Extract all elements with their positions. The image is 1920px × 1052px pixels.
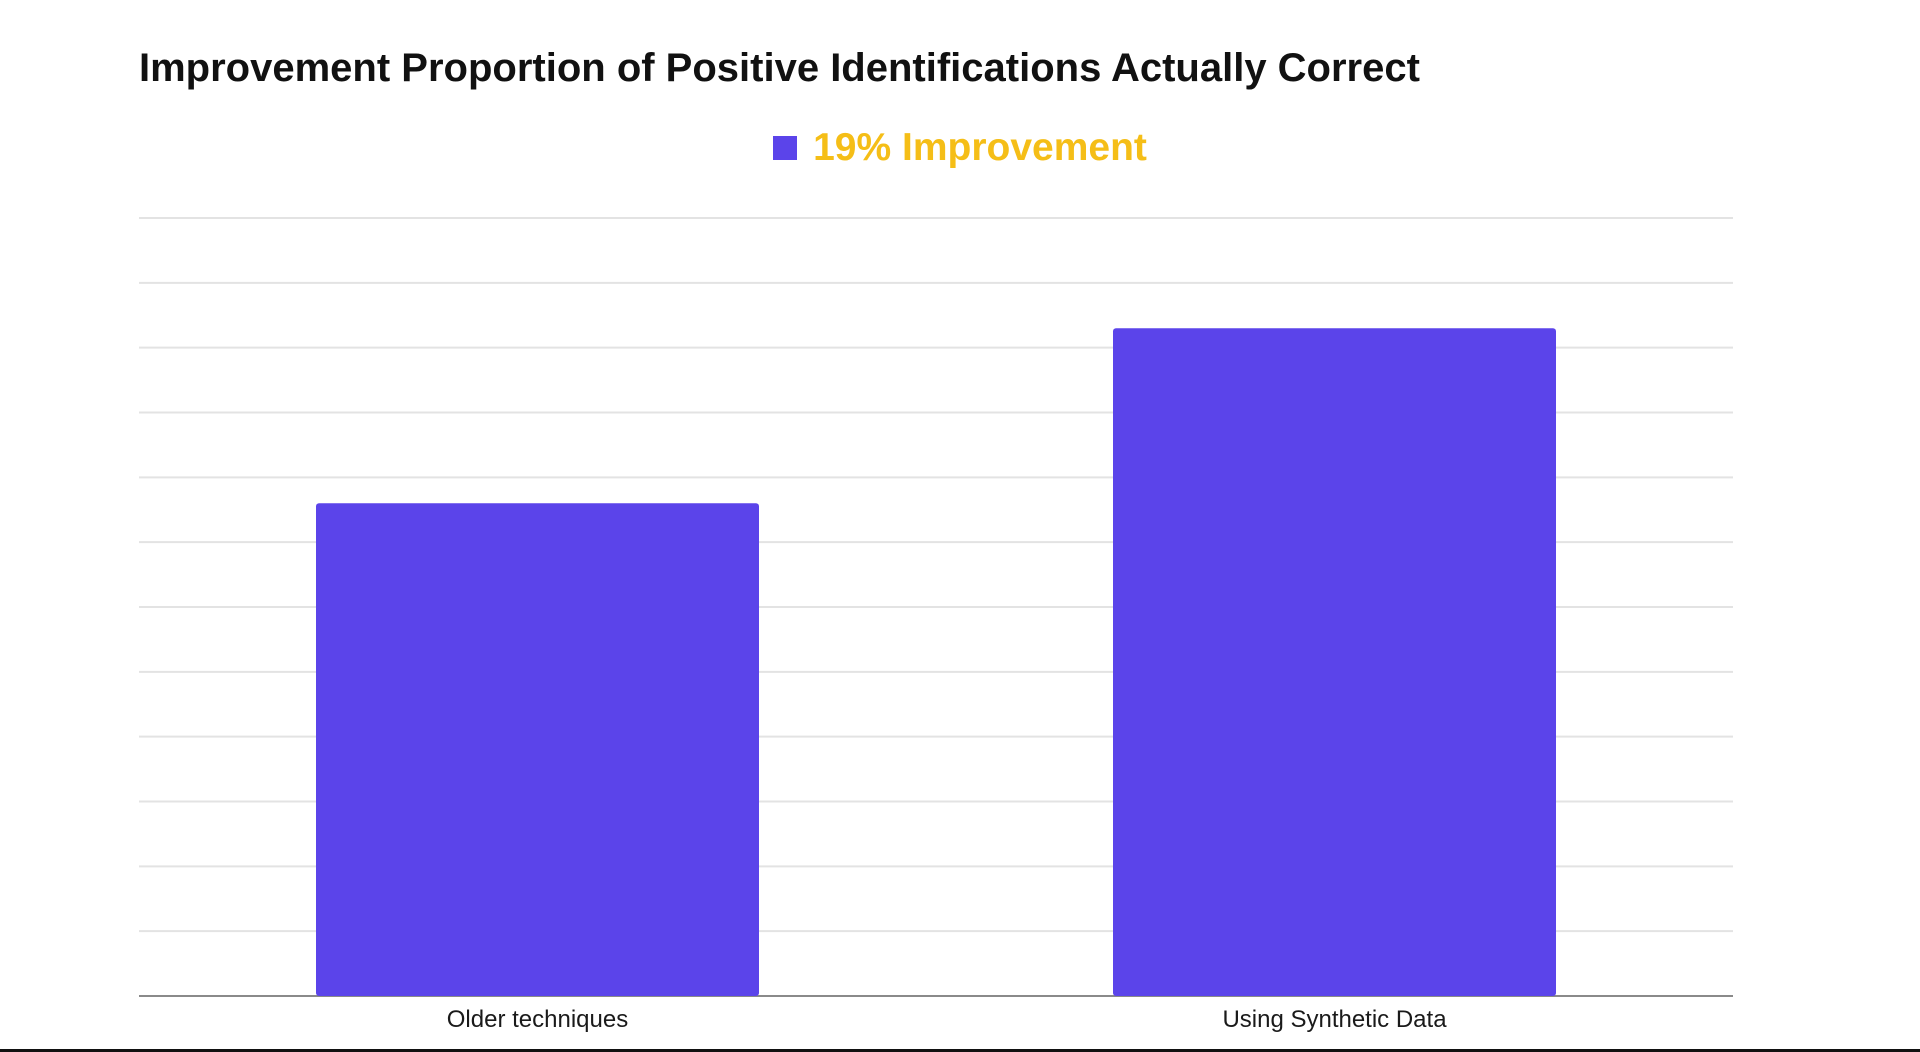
- bar-1: [1113, 328, 1556, 996]
- category-label-0: Older techniques: [447, 1006, 628, 1033]
- chart-title: Improvement Proportion of Positive Ident…: [139, 46, 1420, 90]
- bottom-border: [0, 1049, 1920, 1052]
- top-strip: [0, 0, 1920, 18]
- bar-0: [316, 503, 759, 996]
- legend-label: 19% Improvement: [813, 126, 1147, 169]
- legend: 19% Improvement: [0, 124, 1920, 172]
- bars: [316, 328, 1556, 996]
- legend-swatch: [773, 136, 798, 160]
- category-label-1: Using Synthetic Data: [1222, 1006, 1447, 1033]
- gridlines: [139, 217, 1733, 997]
- category-labels: Older techniques Using Synthetic Data: [447, 1006, 1447, 1033]
